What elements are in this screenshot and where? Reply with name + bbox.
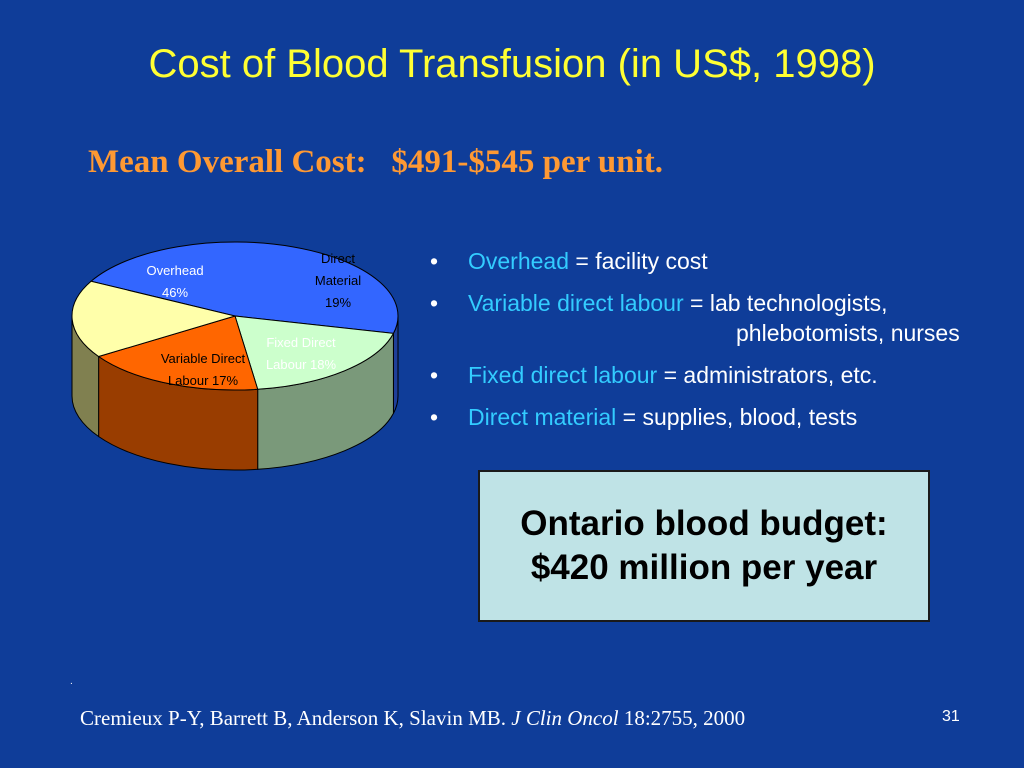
citation: Cremieux P-Y, Barrett B, Anderson K, Sla…: [80, 706, 745, 731]
pie-label-line: 46%: [162, 285, 188, 300]
pie-label-line: Labour 18%: [266, 357, 337, 372]
pie-slice-0: [90, 241, 399, 334]
bullet-text: = facility cost: [569, 248, 708, 274]
bullet-text: = lab technologists,: [683, 290, 888, 316]
bullet-dot: •: [430, 404, 439, 430]
bullet-direct-material: • Direct material = supplies, blood, tes…: [426, 402, 1016, 432]
citation-ref: 18:2755, 2000: [618, 706, 746, 730]
mean-cost-subtitle: Mean Overall Cost: $491-$545 per unit.: [88, 144, 664, 180]
pie-label-1: Direct Material 19%: [315, 251, 361, 310]
pie-label-2: Fixed Direct Labour 18%: [266, 335, 337, 372]
pie-slice-3: [71, 280, 237, 358]
cost-pie-chart: Overhead 46% Direct Material 19% Fixed Direct…: [71, 241, 399, 471]
citation-journal: J Clin Oncol: [511, 706, 619, 730]
bullet-dot: •: [430, 362, 439, 388]
bullet-overhead: • Overhead = facility cost: [426, 246, 1016, 276]
page-number: 31: [942, 708, 960, 725]
bullet-dot: •: [430, 248, 439, 274]
bullet-term: Fixed direct labour: [468, 362, 658, 388]
pie-label-line: Direct: [321, 251, 355, 266]
pie-slice-2: [97, 315, 259, 391]
bullet-variable-direct-labour: • Variable direct labour = lab technolog…: [426, 288, 1016, 348]
pie-label-3: Variable Direct Labour 17%: [161, 351, 246, 388]
bullet-continuation: phlebotomists, nurses: [736, 320, 960, 346]
pie-label-line: 19%: [325, 295, 351, 310]
bullet-text: = supplies, blood, tests: [616, 404, 858, 430]
pie-label-line: Variable Direct: [161, 351, 246, 366]
bullet-term: Direct material: [468, 404, 617, 430]
budget-line-1: Ontario blood budget:: [520, 504, 888, 543]
pie-label-line: Labour 17%: [168, 373, 239, 388]
bullet-dot: •: [430, 290, 439, 316]
pie-label-line: Material: [315, 273, 361, 288]
pie-slice-1: [234, 315, 395, 390]
budget-line-2: $420 million per year: [530, 548, 878, 587]
pie-label-line: Overhead: [146, 263, 203, 278]
bullet-term: Variable direct labour: [468, 290, 684, 316]
pie-label-line: Fixed Direct: [266, 335, 336, 350]
bullet-fixed-direct-labour: • Fixed direct labour = administrators, …: [426, 360, 1016, 390]
budget-callout-box: Ontario blood budget: $420 million per y…: [478, 470, 930, 622]
stray-dot: .: [70, 676, 73, 687]
citation-authors: Cremieux P-Y, Barrett B, Anderson K, Sla…: [80, 706, 512, 730]
definition-list: • Overhead = facility cost • Variable di…: [426, 246, 1016, 444]
bullet-term: Overhead: [468, 248, 570, 274]
pie-label-0: Overhead 46%: [146, 263, 203, 300]
bullet-text: = administrators, etc.: [657, 362, 878, 388]
slide-title: Cost of Blood Transfusion (in US$, 1998): [148, 42, 876, 86]
